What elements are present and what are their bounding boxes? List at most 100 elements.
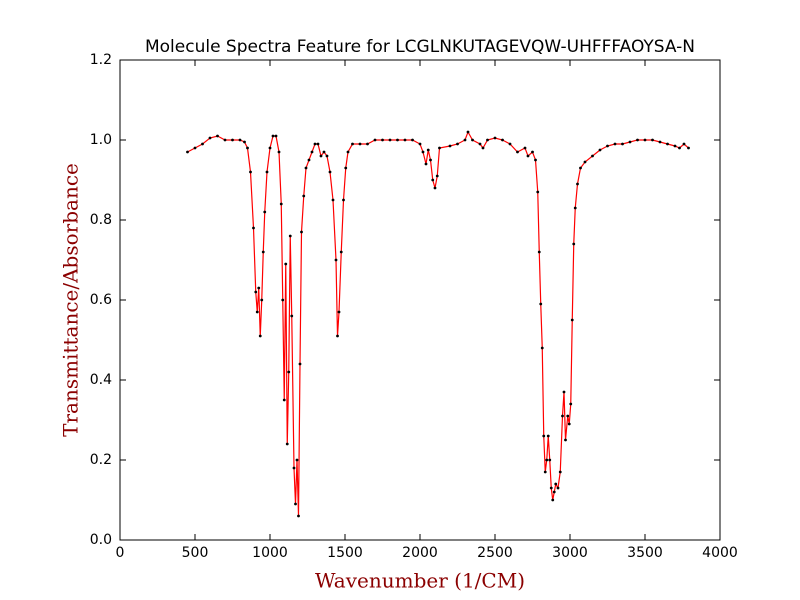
data-point <box>265 170 269 174</box>
data-point <box>569 402 573 406</box>
data-point <box>666 142 669 146</box>
data-point <box>552 490 556 494</box>
y-tick-label: 0.8 <box>90 212 112 228</box>
x-axis-label: Wavenumber (1/CM) <box>315 569 525 593</box>
data-point <box>322 150 326 154</box>
data-point <box>598 148 602 152</box>
data-point <box>260 298 264 302</box>
data-point <box>208 136 212 140</box>
data-point <box>673 144 677 148</box>
data-point <box>287 370 291 374</box>
data-point <box>433 186 437 190</box>
data-point <box>358 142 362 146</box>
data-point <box>540 346 544 350</box>
data-point <box>297 514 300 518</box>
data-point <box>572 242 576 246</box>
data-point <box>471 138 474 142</box>
x-tick-label: 2000 <box>402 545 438 561</box>
data-point <box>493 136 497 140</box>
y-tick-label: 0.6 <box>90 292 112 308</box>
data-point <box>456 142 459 146</box>
data-point <box>252 226 255 230</box>
data-point <box>526 154 530 158</box>
data-point <box>682 142 686 146</box>
data-point <box>621 142 624 146</box>
data-point <box>534 158 537 162</box>
data-point <box>304 166 308 170</box>
data-point <box>258 334 262 338</box>
data-point <box>551 498 555 502</box>
data-point <box>478 142 482 146</box>
data-point <box>271 134 275 138</box>
data-point <box>556 486 560 490</box>
x-tick-label: 1000 <box>252 545 288 561</box>
data-point <box>249 170 252 174</box>
data-point <box>319 154 323 158</box>
data-point <box>613 142 617 146</box>
data-point <box>481 146 485 150</box>
data-point <box>285 442 289 446</box>
y-tick-label: 1.0 <box>90 132 112 148</box>
data-point <box>548 458 552 462</box>
data-point <box>292 466 296 470</box>
chart-title: Molecule Spectra Feature for LCGLNKUTAGE… <box>145 37 695 57</box>
data-point <box>366 142 369 146</box>
data-point <box>282 398 286 402</box>
data-point <box>411 138 414 142</box>
data-point <box>310 150 314 154</box>
data-point <box>388 138 392 142</box>
data-point <box>576 182 579 186</box>
plot-frame <box>119 59 721 541</box>
data-point <box>261 250 265 254</box>
data-point <box>546 434 550 438</box>
x-tick-label: 0 <box>116 545 125 561</box>
data-point <box>223 138 227 142</box>
data-point <box>562 390 566 394</box>
data-point <box>186 150 189 154</box>
data-point <box>687 146 690 150</box>
data-point <box>284 262 288 266</box>
data-point <box>561 414 564 418</box>
y-axis-label: Transmittance/Absorbance <box>59 163 83 437</box>
data-point <box>281 298 285 302</box>
data-point <box>531 150 534 154</box>
data-point <box>381 138 384 142</box>
data-point <box>279 202 283 206</box>
data-point <box>558 470 562 474</box>
y-tick-label: 0.2 <box>90 452 112 468</box>
data-point <box>254 290 258 294</box>
data-point <box>567 422 571 426</box>
data-point <box>313 142 317 146</box>
data-point <box>651 138 654 142</box>
data-point <box>636 138 639 142</box>
data-point <box>566 414 570 418</box>
data-point <box>554 482 558 486</box>
data-point <box>403 138 407 142</box>
data-point <box>346 150 350 154</box>
x-tick-label: 2500 <box>477 545 513 561</box>
data-point <box>463 138 467 142</box>
y-tick-label: 1.2 <box>90 52 112 68</box>
data-point <box>486 138 489 142</box>
data-point <box>643 138 647 142</box>
data-point <box>429 158 432 162</box>
data-point <box>508 142 512 146</box>
data-point <box>435 174 439 178</box>
data-point <box>295 458 299 462</box>
data-point <box>339 250 343 254</box>
data-point <box>307 158 311 162</box>
data-point <box>424 162 428 166</box>
data-point <box>193 146 197 150</box>
data-point <box>255 310 259 314</box>
x-tick-label: 4000 <box>702 545 738 561</box>
data-point <box>583 160 587 164</box>
data-point <box>628 140 632 144</box>
data-point <box>516 150 519 154</box>
data-point <box>537 250 541 254</box>
data-point <box>201 142 204 146</box>
data-point <box>300 230 303 234</box>
data-point <box>570 318 574 322</box>
